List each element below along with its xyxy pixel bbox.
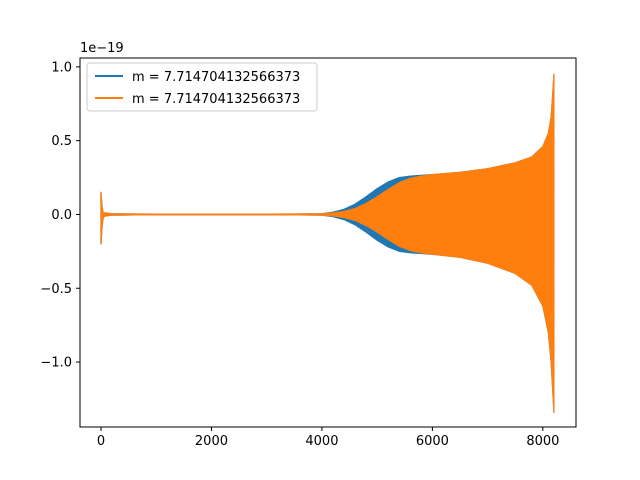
- series-2-oscillation-band: [100, 73, 555, 413]
- y-tick-label: 0.5: [51, 134, 72, 149]
- axes-layer: 0 2000 4000 6000 8000 1.0 0.5 0.0 −0.5 −1.0: [40, 57, 577, 449]
- y-tick-label: 1.0: [51, 60, 72, 75]
- series-layer: [100, 73, 555, 413]
- x-tick-label: 8000: [526, 434, 559, 449]
- x-tick-label: 4000: [305, 434, 338, 449]
- y-tick-label: −1.0: [40, 356, 72, 371]
- legend-frame: [86, 62, 318, 112]
- legend: m = 7.714704132566373 m = 7.714704132566…: [86, 62, 318, 112]
- legend-label-series-2: m = 7.714704132566373: [132, 92, 300, 107]
- legend-label-series-1: m = 7.714704132566373: [132, 70, 300, 85]
- x-tick-label: 2000: [195, 434, 228, 449]
- x-tick-label: 6000: [416, 434, 449, 449]
- x-tick-label: 0: [97, 434, 105, 449]
- y-tick-label: 0.0: [51, 208, 72, 223]
- y-tick-label: −0.5: [40, 282, 72, 297]
- plot-frame: [79, 57, 577, 428]
- y-offset-text: 1e−19: [80, 41, 124, 56]
